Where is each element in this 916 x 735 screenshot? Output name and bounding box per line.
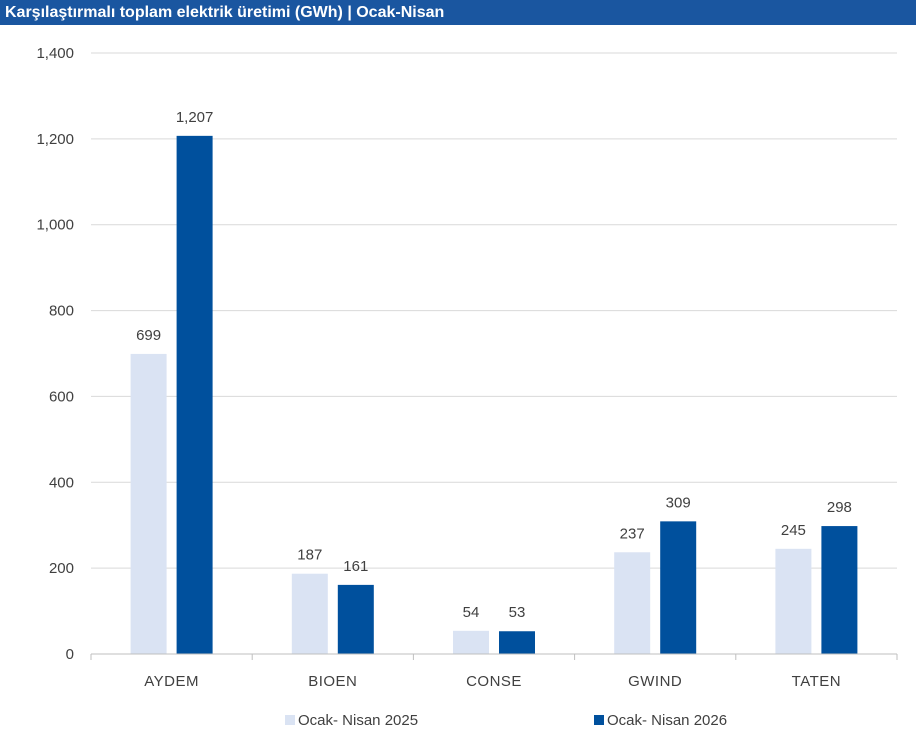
y-axis: 0 200 400 600 800 1,000 1,200 1,400: [36, 45, 74, 663]
bar: [291, 573, 328, 654]
y-tick-label: 1,000: [36, 217, 74, 234]
data-label: 1,207: [176, 109, 214, 126]
bar: [821, 526, 858, 654]
y-tick-label: 800: [49, 303, 74, 320]
legend-swatch-2025: [285, 715, 295, 725]
x-tick-label: TATEN: [792, 673, 841, 690]
bar: [660, 521, 697, 654]
x-tick-label: GWIND: [628, 673, 682, 690]
bar: [176, 135, 213, 654]
data-labels: 699 1,207 187 161 54 53 237 309 245 298: [136, 109, 852, 621]
data-label: 245: [781, 522, 806, 539]
chart-title-bar: Karşılaştırmalı toplam elektrik üretimi …: [0, 0, 916, 25]
gridlines: [91, 52, 897, 569]
legend-label-2026: Ocak- Nisan 2026: [607, 711, 728, 729]
data-label: 54: [463, 604, 480, 621]
x-tick-label: AYDEM: [144, 673, 199, 690]
data-label: 309: [666, 494, 691, 511]
data-label: 161: [343, 558, 368, 575]
bar: [453, 630, 489, 654]
legend-label-2025: Ocak- Nisan 2025: [298, 711, 419, 729]
y-tick-label: 200: [49, 560, 74, 577]
x-tick-label: CONSE: [466, 673, 522, 690]
legend-item-2026: Ocak- Nisan 2026: [594, 710, 727, 730]
data-label: 237: [620, 525, 645, 542]
x-axis: AYDEM BIOEN CONSE GWIND TATEN: [90, 653, 898, 690]
chart-title: Karşılaştırmalı toplam elektrik üretimi …: [5, 4, 445, 21]
x-tick-label: BIOEN: [308, 673, 357, 690]
y-tick-label: 1,200: [36, 131, 74, 148]
data-label: 298: [827, 499, 852, 516]
bars: [130, 135, 858, 654]
bar: [499, 631, 535, 654]
y-tick-label: 1,400: [36, 45, 74, 62]
legend-swatch-2026: [594, 715, 604, 725]
y-tick-label: 0: [66, 646, 74, 663]
data-label: 53: [509, 604, 526, 621]
y-tick-label: 400: [49, 474, 74, 491]
y-tick-label: 600: [49, 388, 74, 405]
bar: [614, 552, 651, 654]
bar: [130, 353, 167, 654]
data-label: 187: [297, 547, 322, 564]
data-label: 699: [136, 327, 161, 344]
bar: [337, 584, 374, 654]
bar: [775, 548, 812, 654]
legend-item-2025: Ocak- Nisan 2025: [285, 710, 418, 730]
